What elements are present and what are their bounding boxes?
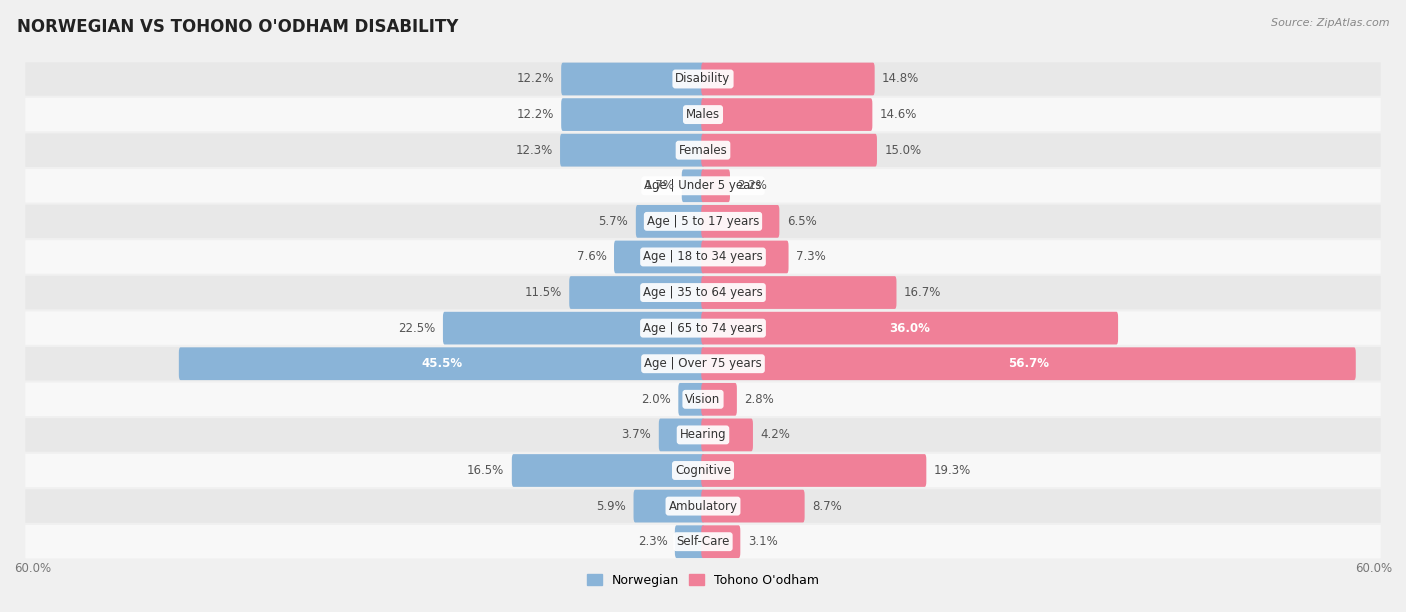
Text: 19.3%: 19.3% xyxy=(934,464,972,477)
FancyBboxPatch shape xyxy=(636,205,704,237)
Text: 16.7%: 16.7% xyxy=(904,286,941,299)
FancyBboxPatch shape xyxy=(569,276,704,309)
Text: 12.2%: 12.2% xyxy=(516,72,554,86)
FancyBboxPatch shape xyxy=(702,419,754,451)
Text: 60.0%: 60.0% xyxy=(14,562,51,575)
FancyBboxPatch shape xyxy=(702,525,741,558)
FancyBboxPatch shape xyxy=(25,204,1381,238)
Text: Age | 35 to 64 years: Age | 35 to 64 years xyxy=(643,286,763,299)
Text: 5.7%: 5.7% xyxy=(599,215,628,228)
Text: Age | Over 75 years: Age | Over 75 years xyxy=(644,357,762,370)
FancyBboxPatch shape xyxy=(25,453,1381,487)
Text: 7.6%: 7.6% xyxy=(576,250,606,263)
Text: 5.9%: 5.9% xyxy=(596,499,626,513)
FancyBboxPatch shape xyxy=(25,241,1381,274)
Text: 2.2%: 2.2% xyxy=(738,179,768,192)
Text: Ambulatory: Ambulatory xyxy=(668,499,738,513)
Text: 8.7%: 8.7% xyxy=(813,499,842,513)
Text: 3.1%: 3.1% xyxy=(748,535,778,548)
FancyBboxPatch shape xyxy=(659,419,704,451)
FancyBboxPatch shape xyxy=(702,276,897,309)
Text: 45.5%: 45.5% xyxy=(422,357,463,370)
FancyBboxPatch shape xyxy=(560,134,704,166)
Text: Vision: Vision xyxy=(685,393,721,406)
FancyBboxPatch shape xyxy=(512,454,704,487)
Text: Cognitive: Cognitive xyxy=(675,464,731,477)
Text: 3.7%: 3.7% xyxy=(621,428,651,441)
FancyBboxPatch shape xyxy=(702,490,804,523)
Text: 2.0%: 2.0% xyxy=(641,393,671,406)
Text: Males: Males xyxy=(686,108,720,121)
FancyBboxPatch shape xyxy=(702,454,927,487)
Text: 6.5%: 6.5% xyxy=(787,215,817,228)
FancyBboxPatch shape xyxy=(25,347,1381,381)
Text: Females: Females xyxy=(679,144,727,157)
FancyBboxPatch shape xyxy=(25,133,1381,167)
Text: 60.0%: 60.0% xyxy=(1355,562,1392,575)
FancyBboxPatch shape xyxy=(702,62,875,95)
Text: 16.5%: 16.5% xyxy=(467,464,505,477)
Text: Age | 65 to 74 years: Age | 65 to 74 years xyxy=(643,322,763,335)
FancyBboxPatch shape xyxy=(25,490,1381,523)
Text: 2.3%: 2.3% xyxy=(638,535,668,548)
FancyBboxPatch shape xyxy=(702,383,737,416)
Text: Disability: Disability xyxy=(675,72,731,86)
FancyBboxPatch shape xyxy=(702,205,779,237)
FancyBboxPatch shape xyxy=(675,525,704,558)
Legend: Norwegian, Tohono O'odham: Norwegian, Tohono O'odham xyxy=(582,569,824,592)
FancyBboxPatch shape xyxy=(443,312,704,345)
FancyBboxPatch shape xyxy=(25,62,1381,95)
Text: Source: ZipAtlas.com: Source: ZipAtlas.com xyxy=(1271,18,1389,28)
Text: Hearing: Hearing xyxy=(679,428,727,441)
FancyBboxPatch shape xyxy=(702,312,1118,345)
Text: NORWEGIAN VS TOHONO O'ODHAM DISABILITY: NORWEGIAN VS TOHONO O'ODHAM DISABILITY xyxy=(17,18,458,36)
Text: Age | 18 to 34 years: Age | 18 to 34 years xyxy=(643,250,763,263)
FancyBboxPatch shape xyxy=(25,98,1381,132)
FancyBboxPatch shape xyxy=(25,276,1381,309)
FancyBboxPatch shape xyxy=(702,98,872,131)
FancyBboxPatch shape xyxy=(702,170,730,202)
Text: 56.7%: 56.7% xyxy=(1008,357,1049,370)
Text: 14.8%: 14.8% xyxy=(882,72,920,86)
FancyBboxPatch shape xyxy=(702,241,789,274)
FancyBboxPatch shape xyxy=(634,490,704,523)
FancyBboxPatch shape xyxy=(561,98,704,131)
FancyBboxPatch shape xyxy=(25,418,1381,452)
Text: 12.3%: 12.3% xyxy=(516,144,553,157)
FancyBboxPatch shape xyxy=(678,383,704,416)
FancyBboxPatch shape xyxy=(682,170,704,202)
Text: 7.3%: 7.3% xyxy=(796,250,825,263)
FancyBboxPatch shape xyxy=(561,62,704,95)
Text: 36.0%: 36.0% xyxy=(889,322,931,335)
Text: 22.5%: 22.5% xyxy=(398,322,436,335)
Text: 11.5%: 11.5% xyxy=(524,286,562,299)
Text: Age | Under 5 years: Age | Under 5 years xyxy=(644,179,762,192)
FancyBboxPatch shape xyxy=(25,312,1381,345)
Text: Self-Care: Self-Care xyxy=(676,535,730,548)
FancyBboxPatch shape xyxy=(179,348,704,380)
Text: 14.6%: 14.6% xyxy=(880,108,917,121)
Text: 12.2%: 12.2% xyxy=(516,108,554,121)
Text: Age | 5 to 17 years: Age | 5 to 17 years xyxy=(647,215,759,228)
FancyBboxPatch shape xyxy=(25,525,1381,558)
FancyBboxPatch shape xyxy=(25,169,1381,203)
Text: 15.0%: 15.0% xyxy=(884,144,921,157)
FancyBboxPatch shape xyxy=(614,241,704,274)
Text: 4.2%: 4.2% xyxy=(761,428,790,441)
Text: 2.8%: 2.8% xyxy=(744,393,775,406)
FancyBboxPatch shape xyxy=(702,134,877,166)
FancyBboxPatch shape xyxy=(702,348,1355,380)
FancyBboxPatch shape xyxy=(25,382,1381,416)
Text: 1.7%: 1.7% xyxy=(644,179,675,192)
